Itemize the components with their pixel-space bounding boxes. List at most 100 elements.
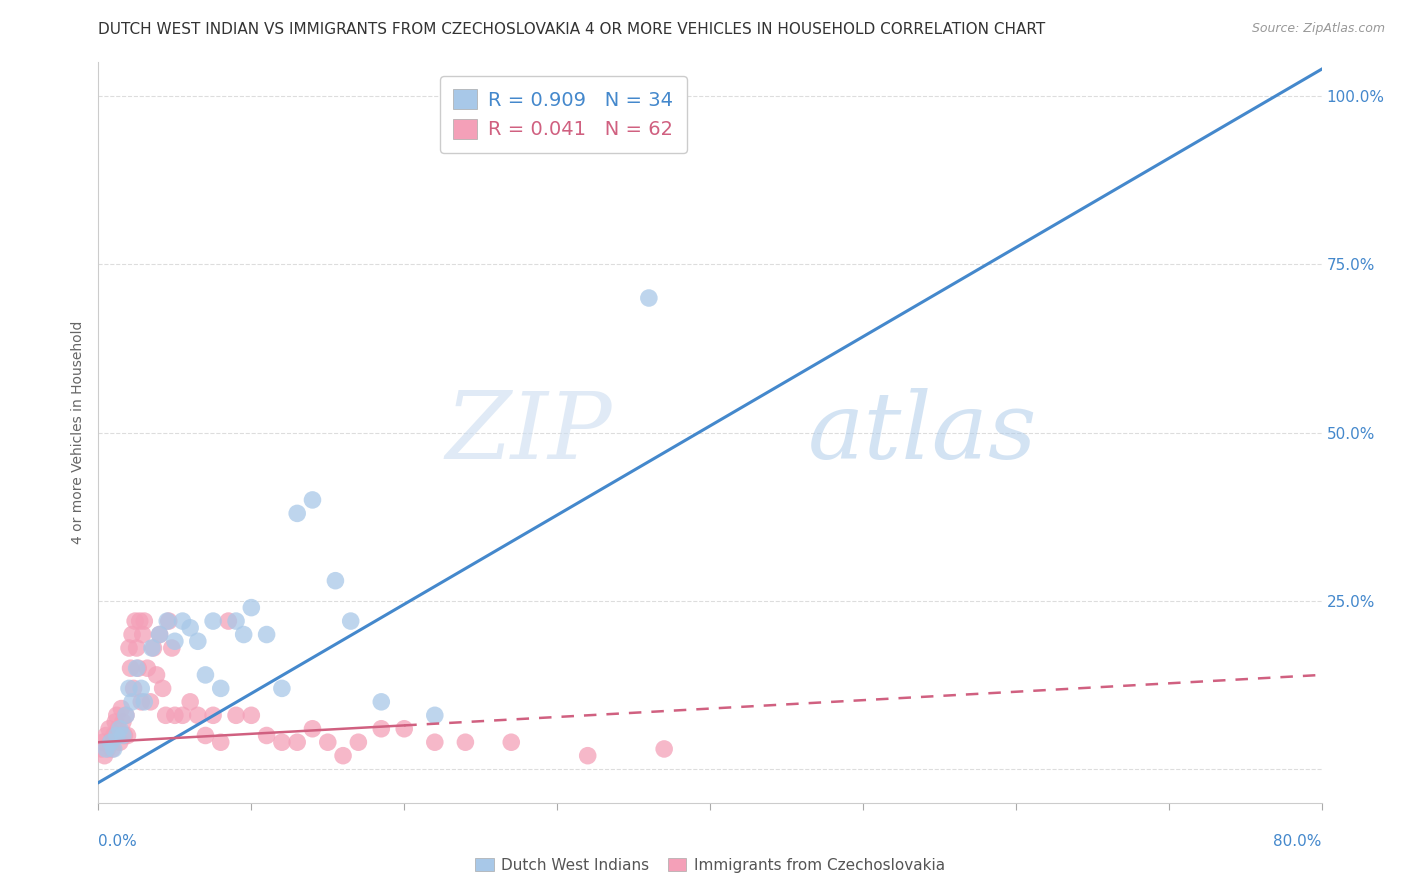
Point <box>232 627 254 641</box>
Point <box>179 695 201 709</box>
Point <box>98 722 121 736</box>
Point <box>107 722 129 736</box>
Point <box>256 627 278 641</box>
Text: 80.0%: 80.0% <box>1274 834 1322 849</box>
Point <box>423 735 446 749</box>
Point <box>91 735 114 749</box>
Point <box>115 708 138 723</box>
Point <box>225 614 247 628</box>
Point <box>118 640 141 655</box>
Text: Source: ZipAtlas.com: Source: ZipAtlas.com <box>1251 22 1385 36</box>
Point <box>134 695 156 709</box>
Point <box>100 735 122 749</box>
Point <box>187 634 209 648</box>
Point <box>163 634 186 648</box>
Point <box>152 681 174 696</box>
Point <box>194 729 217 743</box>
Point <box>155 708 177 723</box>
Point <box>111 729 134 743</box>
Point <box>194 668 217 682</box>
Point <box>111 714 134 729</box>
Text: ZIP: ZIP <box>446 388 612 477</box>
Point <box>160 640 183 655</box>
Point <box>202 708 225 723</box>
Point <box>423 708 446 723</box>
Point <box>454 735 477 749</box>
Point <box>129 681 152 696</box>
Point <box>142 640 165 655</box>
Point <box>217 614 239 628</box>
Point <box>172 614 194 628</box>
Point <box>97 742 120 756</box>
Point <box>124 614 146 628</box>
Point <box>240 600 263 615</box>
Point <box>105 708 128 723</box>
Point <box>576 748 599 763</box>
Text: atlas: atlas <box>808 388 1038 477</box>
Point <box>347 735 370 749</box>
Point <box>209 735 232 749</box>
Point <box>112 729 135 743</box>
Point <box>225 708 247 723</box>
Point <box>103 729 125 743</box>
Point <box>121 627 143 641</box>
Text: DUTCH WEST INDIAN VS IMMIGRANTS FROM CZECHOSLOVAKIA 4 OR MORE VEHICLES IN HOUSEH: DUTCH WEST INDIAN VS IMMIGRANTS FROM CZE… <box>98 22 1046 37</box>
Point <box>332 748 354 763</box>
Point <box>316 735 339 749</box>
Point <box>101 742 124 756</box>
Point <box>163 708 186 723</box>
Point <box>339 614 361 628</box>
Point <box>179 621 201 635</box>
Y-axis label: 4 or more Vehicles in Household: 4 or more Vehicles in Household <box>72 321 86 544</box>
Point <box>270 735 292 749</box>
Point <box>285 735 308 749</box>
Point <box>370 695 392 709</box>
Point <box>104 714 127 729</box>
Point <box>256 729 278 743</box>
Point <box>94 742 117 756</box>
Point <box>301 492 323 507</box>
Point <box>122 681 145 696</box>
Point <box>129 695 152 709</box>
Point <box>209 681 232 696</box>
Point <box>90 742 112 756</box>
Point <box>637 291 661 305</box>
Point <box>136 661 159 675</box>
Point <box>115 708 138 723</box>
Point <box>93 748 115 763</box>
Point <box>370 722 392 736</box>
Point <box>149 627 172 641</box>
Point <box>240 708 263 723</box>
Point <box>117 729 139 743</box>
Point <box>652 742 675 756</box>
Text: 0.0%: 0.0% <box>98 834 138 849</box>
Point <box>325 574 347 588</box>
Point <box>127 661 149 675</box>
Point <box>120 661 142 675</box>
Point <box>172 708 194 723</box>
Legend: Dutch West Indians, Immigrants from Czechoslovakia: Dutch West Indians, Immigrants from Czec… <box>468 850 952 880</box>
Point <box>301 722 323 736</box>
Point <box>128 614 150 628</box>
Point <box>156 614 179 628</box>
Point <box>392 722 416 736</box>
Point <box>139 695 162 709</box>
Point <box>108 722 131 736</box>
Point <box>108 735 131 749</box>
Point <box>187 708 209 723</box>
Point <box>125 661 148 675</box>
Point <box>149 627 172 641</box>
Point <box>132 627 155 641</box>
Point <box>125 640 148 655</box>
Point <box>501 735 523 749</box>
Point <box>141 640 163 655</box>
Point <box>105 729 128 743</box>
Point <box>157 614 180 628</box>
Point <box>134 614 156 628</box>
Point <box>270 681 292 696</box>
Point <box>145 668 167 682</box>
Point <box>110 701 132 715</box>
Point <box>118 681 141 696</box>
Point <box>103 742 125 756</box>
Point <box>285 507 308 521</box>
